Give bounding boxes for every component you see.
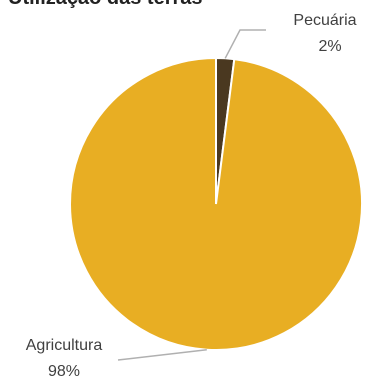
slice-label-pecuaria: Pecuária xyxy=(293,12,356,29)
pie-slices xyxy=(69,56,364,351)
leader-line-agricultura xyxy=(117,348,207,361)
slice-value-agricultura: 98% xyxy=(48,363,80,379)
slice-label-agricultura: Agricultura xyxy=(26,337,103,354)
slice-value-pecuaria: 2% xyxy=(318,38,341,55)
pie-slice-1 xyxy=(69,56,364,351)
leader-line-pecuaria xyxy=(224,29,266,59)
chart-title: Utilização das terras xyxy=(8,0,203,9)
leader-lines xyxy=(117,29,266,361)
